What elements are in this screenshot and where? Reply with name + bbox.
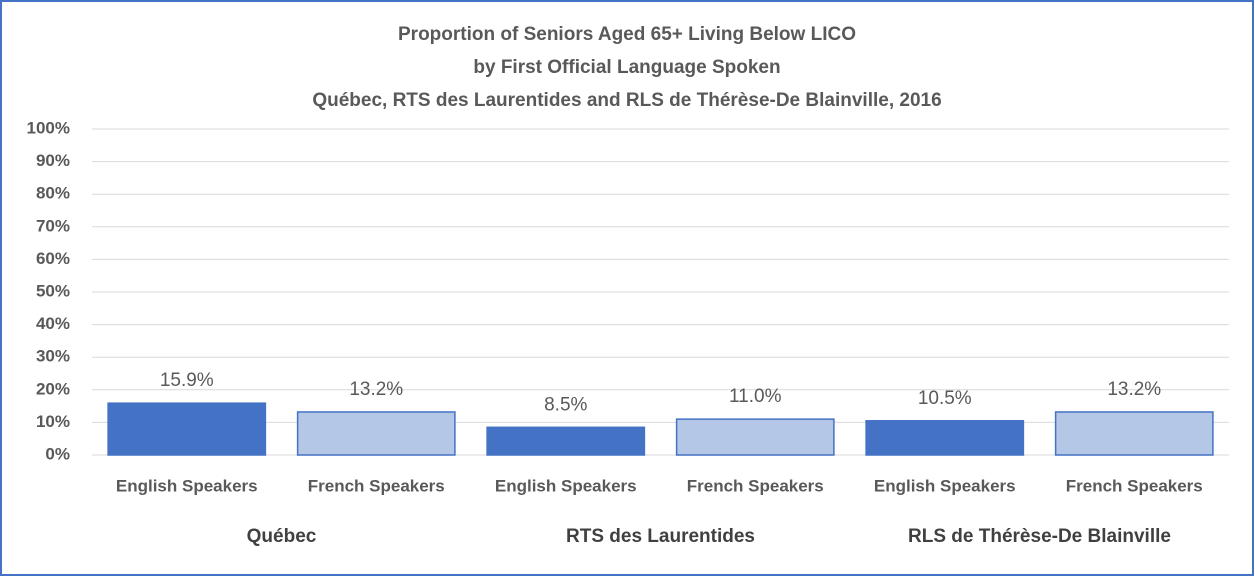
x-tick-label: French Speakers <box>1066 476 1203 495</box>
chart-title: Proportion of Seniors Aged 65+ Living Be… <box>398 24 856 45</box>
y-tick-label: 80% <box>36 184 70 203</box>
y-tick-label: 100% <box>27 118 70 137</box>
data-label: 10.5% <box>918 388 972 409</box>
y-tick-label: 40% <box>36 314 70 333</box>
y-tick-label: 30% <box>36 347 70 366</box>
bar <box>865 420 1025 456</box>
y-tick-label: 10% <box>36 412 70 431</box>
group-label: RLS de Thérèse-De Blainville <box>908 526 1171 547</box>
x-tick-label: English Speakers <box>495 476 637 495</box>
bar <box>107 402 267 456</box>
chart-title: Québec, RTS des Laurentides and RLS de T… <box>312 90 941 111</box>
y-tick-label: 20% <box>36 379 70 398</box>
chart-title: by First Official Language Spoken <box>473 57 780 78</box>
bar <box>1054 411 1214 456</box>
data-label: 8.5% <box>544 394 587 415</box>
bar <box>675 418 835 456</box>
x-tick-label: French Speakers <box>308 476 445 495</box>
y-tick-label: 0% <box>45 444 70 463</box>
data-label: 11.0% <box>729 386 782 407</box>
y-tick-label: 90% <box>36 151 70 170</box>
bar <box>486 426 646 456</box>
y-tick-label: 70% <box>36 216 70 235</box>
group-label: RTS des Laurentides <box>566 526 755 547</box>
x-tick-label: French Speakers <box>687 476 824 495</box>
data-label: 15.9% <box>160 370 214 391</box>
bar <box>296 411 456 456</box>
x-tick-label: English Speakers <box>874 476 1016 495</box>
y-tick-label: 60% <box>36 249 70 268</box>
x-tick-label: English Speakers <box>116 476 258 495</box>
group-label: Québec <box>247 526 317 547</box>
y-tick-label: 50% <box>36 281 70 300</box>
data-label: 13.2% <box>349 379 403 400</box>
data-label: 13.2% <box>1107 379 1161 400</box>
